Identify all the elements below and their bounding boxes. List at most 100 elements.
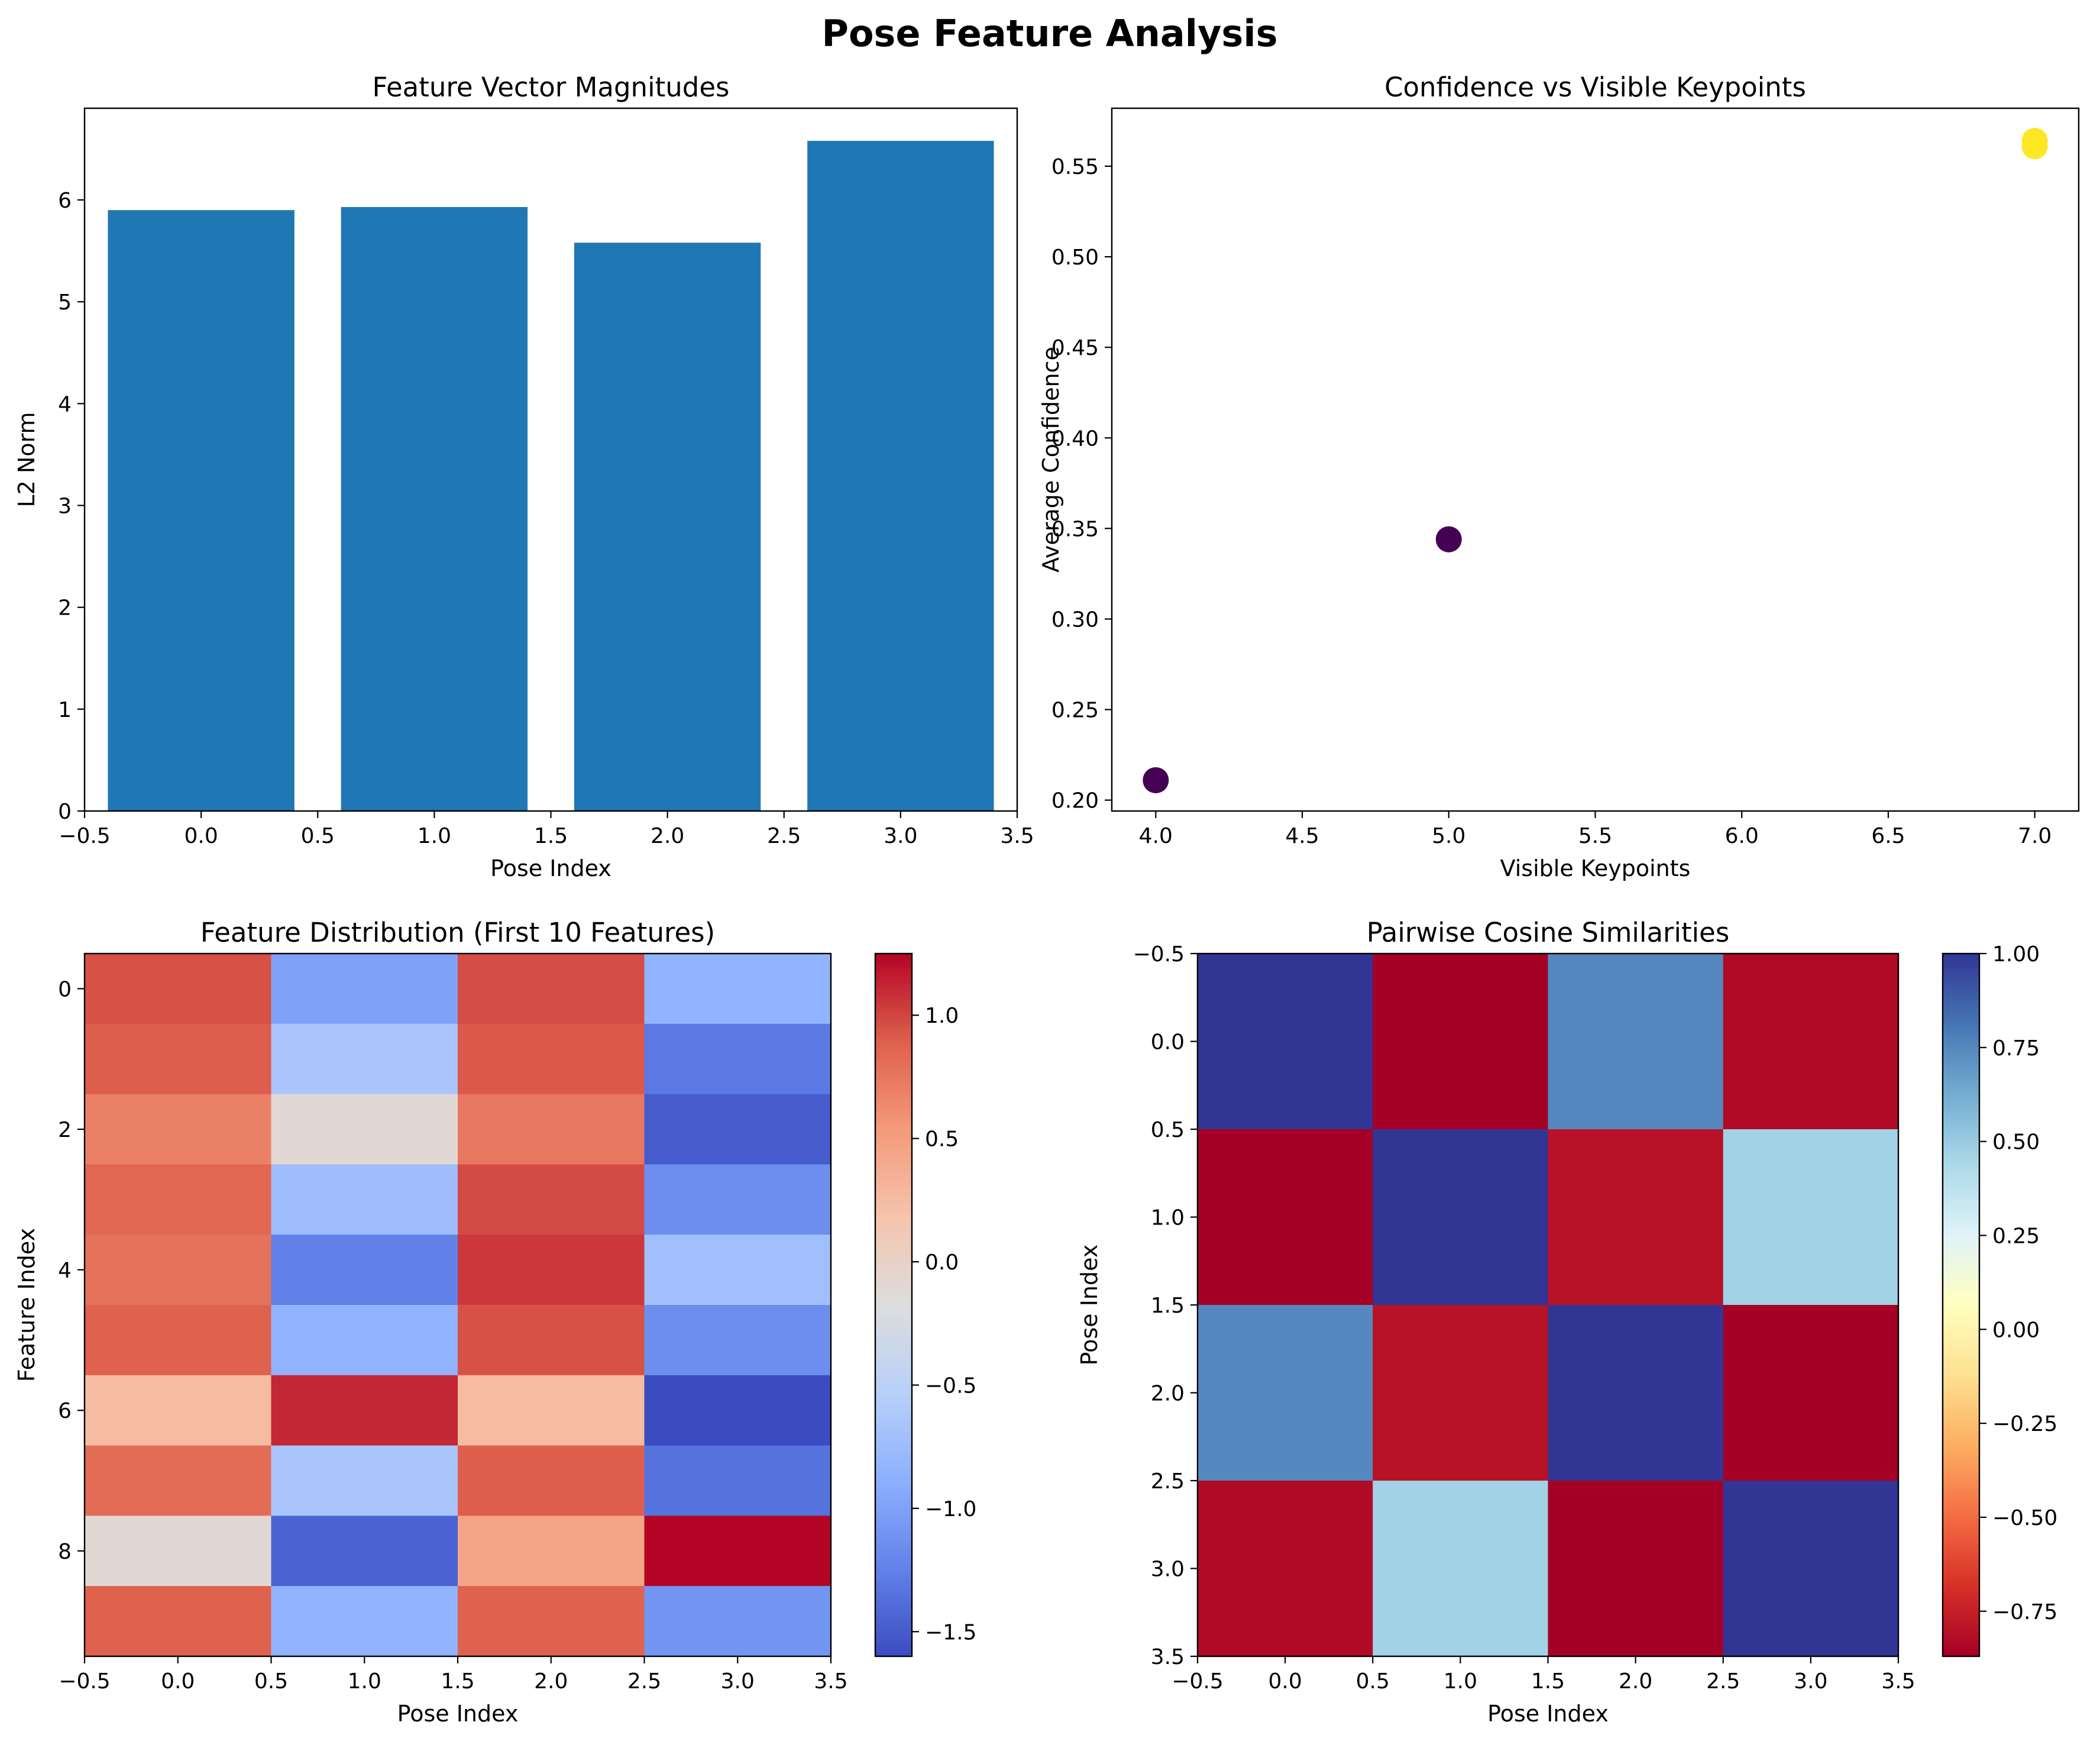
heatmap-cell bbox=[644, 1516, 831, 1587]
x-tick-label: 3.5 bbox=[1000, 824, 1034, 848]
y-tick-label: 0.35 bbox=[1051, 517, 1099, 541]
colorbar-tick-label: −1.5 bbox=[925, 1620, 976, 1644]
y-axis-label: Pose Index bbox=[1076, 1245, 1102, 1366]
x-tick-label: −0.5 bbox=[59, 1669, 110, 1694]
colorbar-segment bbox=[1943, 1164, 1979, 1169]
colorbar-segment bbox=[875, 1442, 912, 1446]
heatmap-cell bbox=[458, 1094, 645, 1165]
colorbar-segment bbox=[1943, 1255, 1979, 1260]
y-axis-label: Average Confidence bbox=[1038, 347, 1064, 573]
panel-features: −0.5 0.0 0.5 1.0 1.5 2.0 2.5 3.0 3.5 0 2 4 6 8 Feature… bbox=[14, 917, 976, 1727]
colorbar-segment bbox=[875, 1003, 912, 1007]
colorbar-segment bbox=[875, 1600, 912, 1604]
colorbar-segment bbox=[1943, 964, 1979, 968]
colorbar-segment bbox=[1943, 1269, 1979, 1274]
colorbar-segment bbox=[1943, 1066, 1979, 1070]
heatmap-cell bbox=[85, 954, 272, 1025]
colorbar-segment bbox=[1943, 1196, 1979, 1200]
colorbar-segment bbox=[875, 1255, 912, 1260]
x-tick-label: 2.0 bbox=[651, 824, 684, 848]
colorbar-segment bbox=[875, 1333, 912, 1337]
x-tick-label: 2.0 bbox=[534, 1669, 568, 1694]
colorbar-segment bbox=[1943, 1385, 1979, 1390]
heatmap-cell bbox=[458, 1375, 645, 1446]
heatmap-cell bbox=[271, 1023, 458, 1095]
colorbar-segment bbox=[875, 1034, 912, 1039]
panel-magnitudes: −0.5 0.0 0.5 1.0 1.5 2.0 2.5 3.0 3.5 0 1 2 3 4 5 6 Featu… bbox=[14, 72, 1034, 881]
colorbar-segment bbox=[875, 1617, 912, 1622]
colorbar-segment bbox=[875, 1438, 912, 1443]
colorbar-segment bbox=[1943, 1340, 1979, 1345]
colorbar-segment bbox=[875, 1016, 912, 1021]
colorbar-segment bbox=[1943, 1445, 1979, 1450]
colorbar-segment bbox=[1943, 1653, 1979, 1657]
colorbar-segment bbox=[875, 1157, 912, 1162]
colorbar-segment bbox=[875, 1322, 912, 1327]
colorbar-segment bbox=[1943, 1231, 1979, 1235]
x-axis-label: Pose Index bbox=[1487, 1701, 1609, 1727]
colorbar-segment bbox=[1943, 1188, 1979, 1193]
heatmap-cell bbox=[644, 954, 831, 1025]
colorbar-segment bbox=[875, 1558, 912, 1562]
y-tick-label: 8 bbox=[58, 1540, 72, 1564]
colorbar-tick-label: 0.75 bbox=[1992, 1036, 2040, 1061]
colorbar-segment bbox=[1943, 1027, 1979, 1032]
colorbar-segment bbox=[1943, 1126, 1979, 1130]
colorbar-segment bbox=[875, 1188, 912, 1193]
colorbar-segment bbox=[1943, 1382, 1979, 1387]
plot-frame bbox=[1111, 107, 2080, 812]
colorbar-segment bbox=[875, 1220, 912, 1225]
heatmap-cell bbox=[644, 1023, 831, 1095]
x-tick-label: 6.5 bbox=[1871, 824, 1905, 848]
colorbar-segment bbox=[875, 1550, 912, 1555]
colorbar-segment bbox=[1943, 1589, 1979, 1594]
colorbar-segment bbox=[875, 1607, 912, 1611]
colorbar-segment bbox=[875, 1347, 912, 1352]
colorbar-segment bbox=[1943, 1122, 1979, 1126]
colorbar-segment bbox=[875, 1445, 912, 1450]
colorbar-segment bbox=[1943, 1224, 1979, 1229]
colorbar-segment bbox=[1943, 999, 1979, 1003]
y-tick-label: 4 bbox=[58, 1259, 72, 1283]
heatmap-cell bbox=[644, 1164, 831, 1235]
bar bbox=[341, 207, 528, 812]
colorbar-segment bbox=[875, 1554, 912, 1559]
colorbar-segment bbox=[1943, 1543, 1979, 1548]
colorbar-segment bbox=[1943, 978, 1979, 983]
colorbar-segment bbox=[1943, 1396, 1979, 1401]
colorbar-segment bbox=[1943, 1512, 1979, 1517]
colorbar-segment bbox=[1943, 1206, 1979, 1211]
colorbar-segment bbox=[1943, 1291, 1979, 1295]
x-tick-label: 0.0 bbox=[1268, 1669, 1302, 1694]
x-tick-label: 6.0 bbox=[1725, 824, 1759, 848]
y-axis-label: Feature Index bbox=[14, 1228, 40, 1382]
colorbar-segment bbox=[1943, 1171, 1979, 1176]
heatmap-cell bbox=[85, 1375, 272, 1446]
colorbar-segment bbox=[875, 1326, 912, 1330]
colorbar-segment bbox=[875, 1132, 912, 1137]
colorbar-segment bbox=[1943, 1501, 1979, 1506]
colorbar-segment bbox=[1943, 1466, 1979, 1471]
colorbar-segment bbox=[875, 1481, 912, 1485]
colorbar-segment bbox=[1943, 1550, 1979, 1555]
colorbar-segment bbox=[1943, 1481, 1979, 1485]
colorbar-segment bbox=[1943, 1161, 1979, 1165]
colorbar-segment bbox=[1943, 1498, 1979, 1503]
heatmap-cell bbox=[1373, 1129, 1549, 1306]
colorbar-segment bbox=[875, 1023, 912, 1028]
x-tick-label: 3.0 bbox=[721, 1669, 755, 1694]
heatmap-cell bbox=[1373, 1481, 1549, 1657]
colorbar-segment bbox=[1943, 1642, 1979, 1646]
colorbar-segment bbox=[875, 1484, 912, 1488]
colorbar-segment bbox=[1943, 1624, 1979, 1629]
colorbar-segment bbox=[1943, 1059, 1979, 1063]
colorbar-segment bbox=[875, 1403, 912, 1408]
colorbar-segment bbox=[875, 1108, 912, 1113]
colorbar-segment bbox=[875, 1350, 912, 1355]
colorbar-segment bbox=[875, 974, 912, 979]
colorbar-segment bbox=[875, 1565, 912, 1569]
colorbar-segment bbox=[1943, 1565, 1979, 1569]
colorbar-segment bbox=[875, 967, 912, 972]
colorbar-segment bbox=[875, 1624, 912, 1629]
